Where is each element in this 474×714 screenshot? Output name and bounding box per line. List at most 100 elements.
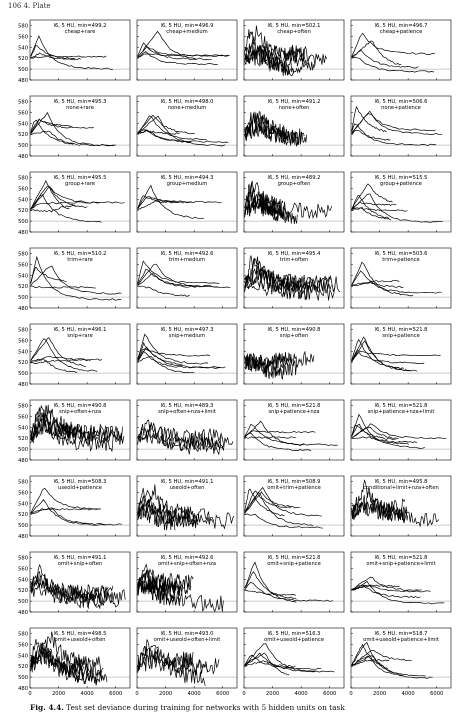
panel-subtitle: group+patience <box>380 181 422 187</box>
chart-panel: l6, 5 HU, min=492.6omit+snip+often+nza <box>137 552 237 612</box>
series-line <box>31 356 102 361</box>
y-tick-label: 580 <box>18 403 28 409</box>
panel-subtitle: none+often <box>279 105 310 111</box>
x-tick-label: 6000 <box>109 691 122 697</box>
y-tick-label: 480 <box>18 534 28 540</box>
y-tick-label: 580 <box>18 479 28 485</box>
y-tick-label: 560 <box>18 262 28 268</box>
y-tick-label: 480 <box>18 306 28 312</box>
y-tick-label: 500 <box>18 371 28 377</box>
x-tick-label: 0 <box>28 691 31 697</box>
series-line <box>138 286 190 297</box>
y-tick-label: 560 <box>18 642 28 648</box>
series-line <box>245 424 338 445</box>
chart-panel: l6, 5 HU, min=489.3snip+often+nza+limit <box>137 400 237 460</box>
series-line <box>245 433 312 451</box>
series-line <box>245 562 297 602</box>
series-line <box>31 120 116 146</box>
series-line <box>352 196 389 219</box>
y-tick-label: 480 <box>18 78 28 84</box>
panel-subtitle: snip+often <box>280 333 309 339</box>
y-tick-label: 540 <box>18 273 28 279</box>
chart-panel: l6, 5 HU, min=521.8omit+snip+patience+li… <box>351 552 451 612</box>
panel-subtitle: trim+medium <box>169 257 205 263</box>
panel-subtitle: trim+rare <box>67 257 93 263</box>
series-line <box>245 653 335 672</box>
panel-subtitle: group+rare <box>65 181 95 187</box>
series-line <box>138 347 226 368</box>
series-line <box>352 33 435 56</box>
series-line <box>352 340 404 370</box>
y-tick-label: 560 <box>18 110 28 116</box>
y-tick-label: 480 <box>18 686 28 692</box>
chart-panel: l6, 5 HU, min=498.5omit+useold+often4805… <box>18 628 130 697</box>
panel-subtitle: omit+snip+patience+limit <box>366 561 435 567</box>
panel-subtitle: cheap+rare <box>65 29 96 35</box>
chart-panel: l6, 5 HU, min=493.0omit+useold+often+lim… <box>135 628 237 697</box>
series-line <box>31 36 113 70</box>
y-tick-label: 540 <box>18 577 28 583</box>
y-tick-label: 500 <box>18 295 28 301</box>
series-line <box>352 650 412 665</box>
panel-subtitle: cheap+medium <box>166 29 207 35</box>
x-tick-label: 0 <box>135 691 138 697</box>
panel-subtitle: snip+rare <box>67 333 93 339</box>
y-tick-label: 560 <box>18 34 28 40</box>
x-tick-label: 4000 <box>81 691 94 697</box>
y-tick-label: 500 <box>18 599 28 605</box>
chart-panel: l6, 5 HU, min=521.8snip+patience+nza <box>244 400 344 460</box>
x-tick-label: 6000 <box>430 691 443 697</box>
series-line <box>352 114 436 133</box>
panel-subtitle: cheap+often <box>277 29 311 35</box>
chart-panel: l6, 5 HU, min=518.7omit+useold+patience+… <box>349 628 451 697</box>
y-tick-label: 520 <box>18 664 28 670</box>
y-tick-label: 500 <box>18 447 28 453</box>
series-line <box>31 286 96 288</box>
x-tick-label: 2000 <box>266 691 279 697</box>
y-tick-label: 580 <box>18 23 28 29</box>
y-tick-label: 580 <box>18 175 28 181</box>
chart-panel: l6, 5 HU, min=506.6none+patience <box>351 96 451 156</box>
panel-subtitle: omit+useold+patience+limit <box>363 637 439 643</box>
series-line <box>352 351 441 362</box>
y-tick-label: 540 <box>18 45 28 51</box>
y-tick-label: 520 <box>18 284 28 290</box>
series-line <box>245 514 323 528</box>
panel-subtitle: omit+useold+patience <box>264 637 324 643</box>
x-tick-label: 4000 <box>188 691 201 697</box>
y-tick-label: 540 <box>18 653 28 659</box>
y-tick-label: 580 <box>18 251 28 257</box>
x-tick-label: 0 <box>242 691 245 697</box>
series-line <box>138 645 206 686</box>
y-tick-label: 520 <box>18 56 28 62</box>
y-tick-label: 540 <box>18 197 28 203</box>
y-tick-label: 580 <box>18 631 28 637</box>
panel-subtitle: trim+often <box>280 257 308 263</box>
chart-panel: l6, 5 HU, min=495.8conditional+limit+nza… <box>351 476 451 536</box>
y-tick-label: 480 <box>18 230 28 236</box>
chart-panel: l6, 5 HU, min=508.9omit+trim+patience <box>244 476 344 536</box>
x-tick-label: 4000 <box>295 691 308 697</box>
y-tick-label: 520 <box>18 436 28 442</box>
chart-panel: l6, 5 HU, min=496.1snip+rare480500520540… <box>18 324 130 388</box>
series-line <box>352 341 418 371</box>
series-line <box>352 208 408 212</box>
y-tick-label: 580 <box>18 555 28 561</box>
series-line <box>138 264 231 288</box>
series-line <box>31 338 86 367</box>
y-tick-label: 500 <box>18 143 28 149</box>
chart-panel: l6, 5 HU, min=521.8snip+patience+nza+lim… <box>351 400 451 460</box>
series-line <box>31 53 75 60</box>
x-tick-label: 0 <box>349 691 352 697</box>
x-tick-label: 2000 <box>52 691 65 697</box>
y-tick-label: 520 <box>18 588 28 594</box>
y-tick-label: 520 <box>18 360 28 366</box>
series-line <box>138 349 210 361</box>
chart-panel: l6, 5 HU, min=496.7cheap+patience <box>351 20 451 80</box>
series-line <box>31 56 107 59</box>
chart-panel: l6, 5 HU, min=491.2none+often <box>244 96 344 156</box>
